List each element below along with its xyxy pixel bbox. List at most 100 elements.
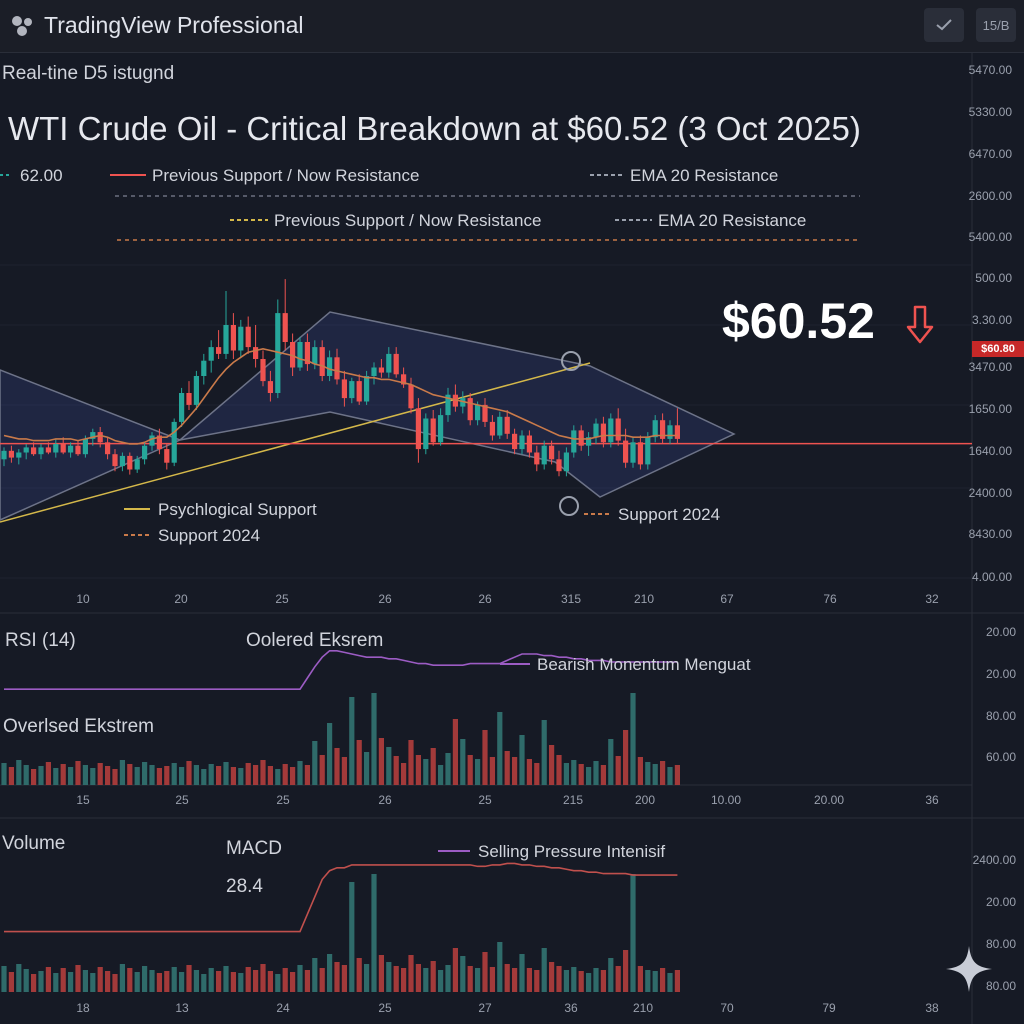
- volume-bar: [556, 966, 562, 992]
- candle-body: [393, 353, 399, 375]
- volume-bar: [460, 956, 466, 992]
- rsi-x-label: 26: [378, 793, 392, 807]
- rsi-volume-bar: [608, 739, 614, 785]
- candle-body: [571, 430, 577, 453]
- volume-bar: [216, 971, 222, 992]
- volume-bar: [312, 958, 318, 992]
- candle-body: [82, 438, 88, 455]
- price-callout: $60.52: [722, 293, 875, 349]
- rsi-volume-bar: [489, 757, 495, 785]
- rsi-volume-bar: [297, 761, 303, 785]
- legend-ema-2: EMA 20 Resistance: [658, 211, 807, 230]
- rsi-volume-bar: [578, 764, 584, 785]
- candle-body: [660, 420, 666, 439]
- rsi-x-label: 200: [635, 793, 655, 807]
- candle-body: [156, 435, 162, 450]
- rsi-volume-bar: [556, 755, 562, 785]
- channel-pattern: [0, 311, 736, 521]
- rsi-volume-bar: [549, 745, 555, 785]
- volume-bar: [45, 967, 51, 992]
- volume-bar: [82, 970, 88, 992]
- candle-body: [356, 381, 362, 402]
- rsi-volume-bar: [386, 747, 392, 785]
- rsi-x-label: 25: [175, 793, 189, 807]
- price-axis-label: 6470.00: [969, 147, 1013, 161]
- annotation-psychological-support: Psychlogical Support: [158, 500, 317, 519]
- x-axis-label: 315: [561, 592, 581, 606]
- price-axis-label: 5400.00: [969, 230, 1013, 244]
- rsi-volume-bar: [615, 756, 621, 785]
- volume-bar: [600, 970, 606, 992]
- volume-bar: [149, 970, 155, 992]
- candle-body: [260, 359, 266, 382]
- volume-bar: [304, 970, 310, 992]
- volume-bar: [378, 955, 384, 992]
- volume-bar: [452, 948, 458, 992]
- volume-bar: [112, 974, 118, 992]
- volume-bar: [223, 966, 229, 992]
- candle-body: [208, 347, 214, 361]
- volume-bar: [208, 968, 214, 992]
- x-axis-label: 26: [378, 592, 392, 606]
- volume-x-label: 25: [378, 1001, 392, 1015]
- volume-x-label: 18: [76, 1001, 90, 1015]
- annotation-support-2024-right: Support 2024: [618, 505, 721, 524]
- candle-body: [645, 437, 651, 465]
- rsi-volume-bar: [563, 763, 569, 785]
- volume-bar: [563, 970, 569, 992]
- rsi-volume-bar: [393, 756, 399, 785]
- candle-body: [364, 376, 370, 402]
- rsi-volume-bar: [408, 740, 414, 785]
- volume-bar: [75, 965, 81, 992]
- check-button[interactable]: [924, 8, 964, 42]
- rsi-x-label: 10.00: [711, 793, 741, 807]
- volume-bar: [593, 968, 599, 992]
- rsi-volume-bar: [164, 766, 170, 785]
- candle-body: [652, 420, 658, 438]
- volume-bar: [504, 964, 510, 992]
- volume-x-label: 24: [276, 1001, 290, 1015]
- rsi-volume-bar: [112, 769, 118, 785]
- rsi-volume-bar: [652, 764, 658, 785]
- candle-body: [164, 449, 170, 463]
- rsi-volume-bar: [90, 768, 96, 785]
- price-axis-label: 3470.00: [969, 360, 1013, 374]
- rsi-volume-bar: [497, 712, 503, 785]
- volume-bar: [134, 972, 140, 992]
- candle-body: [586, 437, 592, 446]
- price-axis-label: 2600.00: [969, 189, 1013, 203]
- rsi-volume-bar: [327, 723, 333, 785]
- volume-bar: [97, 967, 103, 992]
- x-axis-label: 26: [478, 592, 492, 606]
- volume-bar: [60, 968, 66, 992]
- candle-body: [216, 347, 222, 354]
- rsi-volume-bar: [53, 768, 59, 785]
- volume-bar: [179, 972, 185, 992]
- rsi-volume-bar: [38, 766, 44, 785]
- rsi-volume-bar: [223, 762, 229, 785]
- rsi-volume-bar: [475, 759, 481, 785]
- volume-bar: [637, 966, 643, 992]
- candle-body: [608, 418, 614, 443]
- current-price-tag: $60.80: [972, 341, 1024, 357]
- x-axis-label: 20: [174, 592, 188, 606]
- volume-bar: [245, 967, 251, 992]
- x-axis-label: 32: [925, 592, 939, 606]
- rsi-volume-bar: [45, 762, 51, 785]
- rsi-volume-bar: [245, 763, 251, 785]
- macd-label: MACD: [226, 838, 282, 859]
- rsi-volume-bar: [512, 757, 518, 785]
- rsi-volume-bar: [460, 739, 466, 785]
- pattern-marker: [559, 496, 579, 516]
- rsi-volume-bar: [334, 748, 340, 785]
- rsi-volume-bar: [438, 765, 444, 785]
- volume-bar: [275, 974, 281, 992]
- volume-bar: [652, 971, 658, 992]
- rsi-volume-bar: [467, 755, 473, 785]
- timeframe-button[interactable]: 15/B: [976, 8, 1016, 42]
- ema20-line: [3, 347, 678, 445]
- rsi-volume-bar: [660, 761, 666, 785]
- volume-bar: [282, 968, 288, 992]
- rsi-volume-bar: [667, 767, 673, 785]
- volume-x-label: 13: [175, 1001, 189, 1015]
